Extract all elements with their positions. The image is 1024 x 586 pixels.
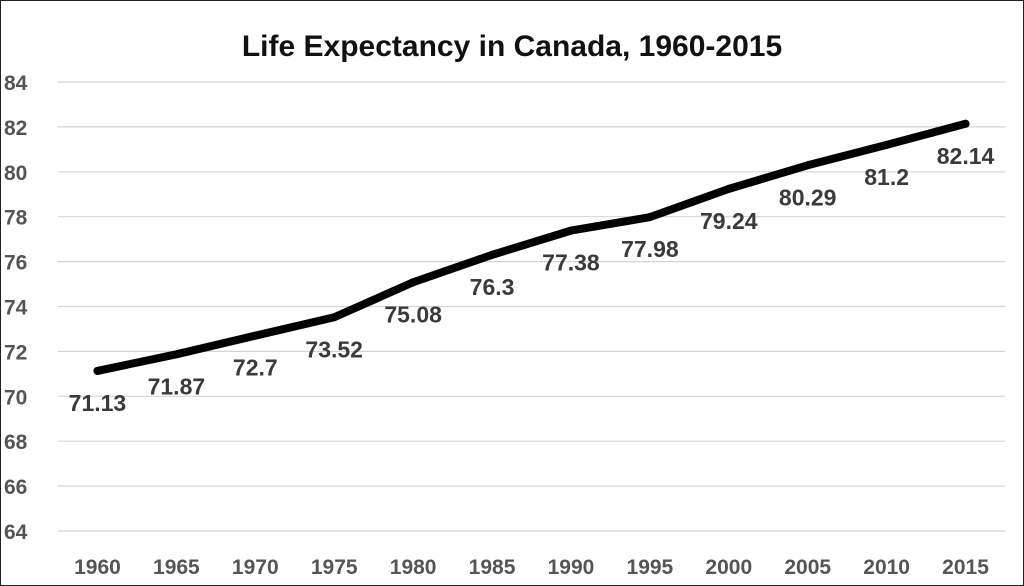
x-tick-label: 1960 — [74, 556, 121, 579]
y-tick-label: 80 — [4, 162, 27, 185]
data-point — [172, 350, 181, 359]
x-tick-label: 1965 — [153, 556, 200, 579]
x-tick-label: 2015 — [942, 556, 989, 579]
series-line — [93, 119, 970, 375]
y-tick-label: 84 — [4, 72, 28, 95]
x-tick-label: 1995 — [627, 556, 674, 579]
data-label: 73.52 — [305, 336, 363, 362]
data-labels: 71.13 71.87 72.7 73.52 75.08 76.3 77.38 77.98 79… — [69, 143, 995, 416]
data-point — [93, 366, 102, 375]
data-label: 79.24 — [700, 208, 758, 234]
data-label: 75.08 — [384, 301, 442, 327]
data-label: 71.87 — [148, 373, 206, 399]
x-tick-label: 1990 — [548, 556, 595, 579]
data-point — [566, 226, 575, 235]
x-tick-label: 1975 — [311, 556, 358, 579]
data-point — [882, 140, 891, 149]
chart-title: Life Expectancy in Canada, 1960-2015 — [242, 30, 782, 63]
data-point — [961, 119, 970, 128]
y-tick-label: 78 — [4, 207, 28, 230]
y-tick-label: 64 — [4, 521, 28, 544]
x-tick-label: 2005 — [784, 556, 831, 579]
data-label: 72.7 — [233, 355, 278, 381]
data-label: 81.2 — [864, 164, 909, 190]
data-point — [488, 250, 497, 259]
data-label: 80.29 — [779, 184, 837, 210]
x-tick-label: 1980 — [390, 556, 437, 579]
gridlines — [58, 81, 1005, 532]
data-label: 82.14 — [937, 143, 995, 169]
y-tick-label: 66 — [4, 476, 27, 499]
data-point — [724, 184, 733, 193]
x-tick-label: 2010 — [863, 556, 910, 579]
data-point — [251, 331, 260, 340]
x-tick-label: 1970 — [232, 556, 279, 579]
data-point — [330, 313, 339, 322]
data-point — [803, 161, 812, 170]
data-label: 77.38 — [542, 250, 600, 276]
data-label: 77.98 — [621, 236, 679, 262]
y-tick-label: 76 — [4, 252, 27, 275]
y-tick-label: 74 — [4, 297, 28, 320]
y-tick-label: 72 — [4, 341, 27, 364]
x-tick-label: 1985 — [469, 556, 516, 579]
y-tick-label: 82 — [4, 117, 27, 140]
y-tick-label: 68 — [4, 431, 28, 454]
y-axis-ticks: 64 66 68 70 72 74 76 78 80 82 84 — [4, 72, 28, 544]
data-point — [409, 278, 418, 287]
series — [93, 119, 970, 375]
y-tick-label: 70 — [4, 386, 27, 409]
data-label: 76.3 — [470, 274, 515, 300]
data-label: 71.13 — [69, 390, 127, 416]
x-tick-label: 2000 — [705, 556, 752, 579]
x-axis-ticks: 1960 1965 1970 1975 1980 1985 1990 1995 2000 2005… — [74, 556, 989, 579]
data-point — [645, 213, 654, 222]
